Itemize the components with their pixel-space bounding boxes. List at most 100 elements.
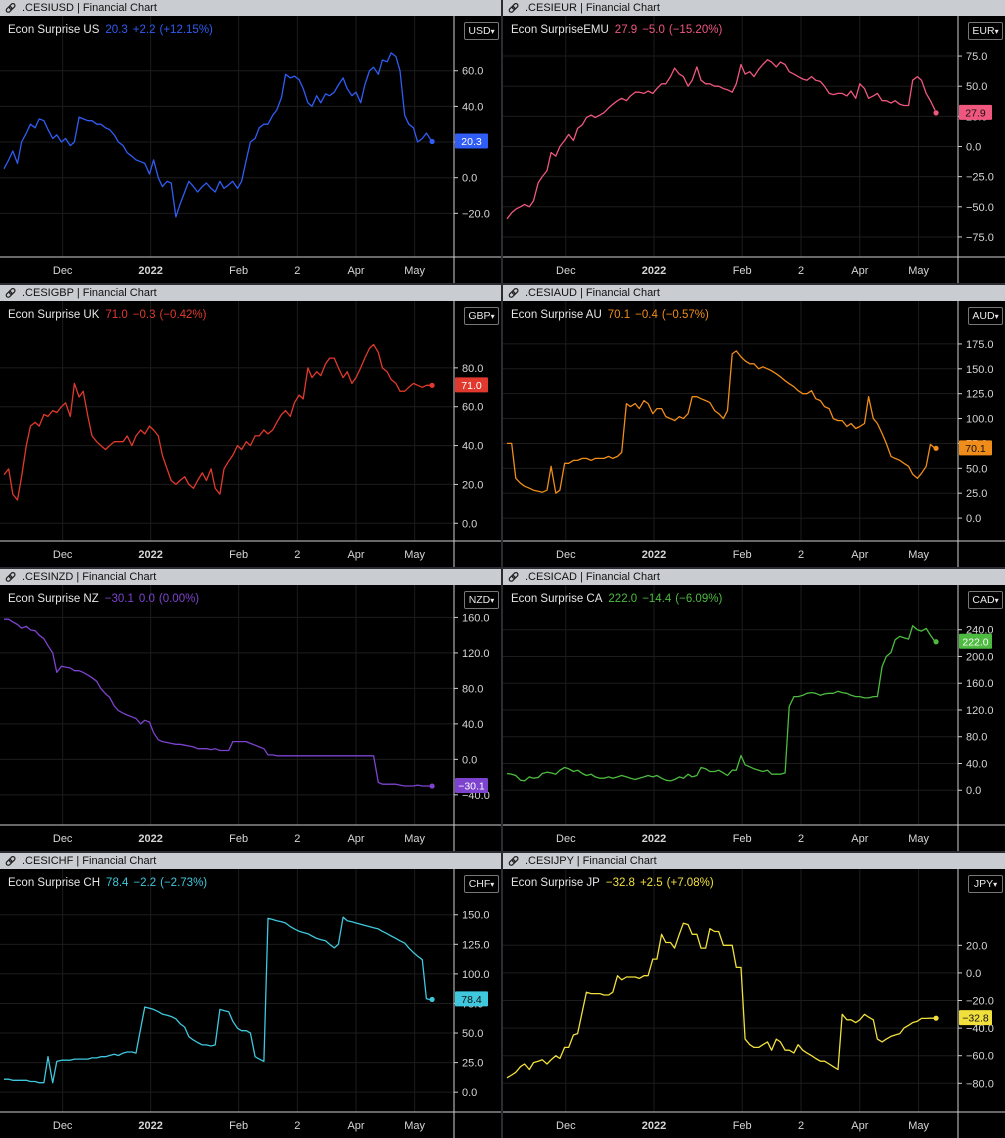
data-point bbox=[378, 74, 379, 75]
x-tick-label: 2022 bbox=[642, 549, 666, 561]
data-point bbox=[175, 216, 176, 217]
link-icon[interactable]: 🔗 bbox=[508, 572, 520, 582]
panel-titlebar[interactable]: 🔗 .CESIUSD | Financial Chart bbox=[0, 0, 501, 16]
panel-titlebar[interactable]: 🔗 .CESIAUD | Financial Chart bbox=[503, 285, 1005, 301]
last-value-tag: −30.1 bbox=[455, 778, 488, 794]
data-point bbox=[745, 74, 746, 75]
link-icon[interactable]: 🔗 bbox=[508, 856, 520, 866]
data-point bbox=[679, 776, 680, 777]
series-legend[interactable]: Econ Surprise NZ −30.1 0.0 (0.00%) bbox=[8, 593, 199, 605]
data-point bbox=[193, 488, 194, 489]
data-point bbox=[798, 1044, 799, 1045]
data-point bbox=[118, 141, 119, 142]
y-tick-label: 240.0 bbox=[966, 625, 994, 637]
link-icon[interactable]: 🔗 bbox=[5, 856, 17, 866]
data-point bbox=[30, 124, 31, 125]
currency-select[interactable]: AUD▾ bbox=[968, 307, 1003, 325]
chart-panel-jpy: 🔗 .CESIJPY | Financial Chart −80.0 −60.0 −40… bbox=[503, 853, 1005, 1138]
data-point bbox=[776, 1039, 777, 1040]
data-point bbox=[621, 979, 622, 980]
data-point bbox=[753, 76, 754, 77]
data-point bbox=[188, 1036, 189, 1037]
data-point bbox=[850, 1019, 851, 1020]
data-point bbox=[3, 619, 4, 620]
data-point bbox=[568, 463, 569, 464]
data-point bbox=[877, 423, 878, 424]
link-icon[interactable]: 🔗 bbox=[508, 288, 520, 298]
data-point bbox=[70, 667, 71, 668]
currency-select[interactable]: CAD▾ bbox=[968, 591, 1003, 609]
series-legend[interactable]: Econ Surprise AU 70.1 −0.4 (−0.57%) bbox=[511, 309, 709, 321]
currency-select[interactable]: GBP▾ bbox=[464, 307, 499, 325]
panel-titlebar[interactable]: 🔗 .CESIEUR | Financial Chart bbox=[503, 0, 1005, 16]
data-point bbox=[621, 98, 622, 99]
series-legend[interactable]: Econ Surprise US 20.3 +2.2 (+12.15%) bbox=[8, 24, 213, 36]
link-icon[interactable]: 🔗 bbox=[508, 3, 520, 13]
panel-titlebar[interactable]: 🔗 .CESICHF | Financial Chart bbox=[0, 853, 501, 869]
last-value-tag: 71.0 bbox=[455, 377, 488, 393]
data-point bbox=[603, 778, 604, 779]
data-point bbox=[83, 672, 84, 673]
currency-select[interactable]: USD▾ bbox=[464, 22, 499, 40]
data-point bbox=[762, 771, 763, 772]
link-icon[interactable]: 🔗 bbox=[5, 288, 17, 298]
panel-titlebar[interactable]: 🔗 .CESIGBP | Financial Chart bbox=[0, 285, 501, 301]
data-point bbox=[355, 755, 356, 756]
panel-titlebar[interactable]: 🔗 .CESICAD | Financial Chart bbox=[503, 569, 1005, 585]
chart-panel-aud: 🔗.CESIAUD | Financial Chart0.025.050.075… bbox=[503, 285, 1005, 567]
data-point bbox=[334, 92, 335, 93]
data-point bbox=[577, 460, 578, 461]
series-legend[interactable]: Econ Surprise CH 78.4 −2.2 (−2.73%) bbox=[8, 877, 207, 889]
data-point bbox=[43, 120, 44, 121]
data-point bbox=[908, 1025, 909, 1026]
data-point bbox=[577, 1033, 578, 1034]
currency-select[interactable]: EUR▾ bbox=[968, 22, 1003, 40]
panel-titlebar[interactable]: 🔗 .CESIJPY | Financial Chart bbox=[503, 853, 1005, 869]
data-point bbox=[903, 105, 904, 106]
data-point bbox=[683, 418, 684, 419]
currency-select[interactable]: JPY▾ bbox=[968, 875, 1003, 893]
data-point bbox=[8, 468, 9, 469]
link-icon[interactable]: 🔗 bbox=[5, 3, 17, 13]
panel-titlebar[interactable]: 🔗 .CESINZD | Financial Chart bbox=[0, 569, 501, 585]
link-icon[interactable]: 🔗 bbox=[5, 572, 17, 582]
x-tick-label: Dec bbox=[556, 265, 576, 277]
y-tick-label: 75.0 bbox=[966, 51, 987, 63]
series-change: −0.4 bbox=[635, 309, 658, 321]
series-legend[interactable]: Econ SurpriseEMU 27.9 −5.0 (−15.20%) bbox=[511, 24, 722, 36]
data-point bbox=[259, 1059, 260, 1060]
data-point bbox=[422, 387, 423, 388]
data-point bbox=[351, 755, 352, 756]
data-point bbox=[179, 744, 180, 745]
data-point bbox=[343, 77, 344, 78]
series-legend[interactable]: Econ Surprise UK 71.0 −0.3 (−0.42%) bbox=[8, 309, 206, 321]
data-point bbox=[316, 938, 317, 939]
series-change-pct: (−15.20%) bbox=[668, 24, 723, 36]
data-point bbox=[912, 1022, 913, 1023]
currency-select[interactable]: CHF▾ bbox=[464, 875, 499, 893]
series-legend[interactable]: Econ Surprise CA 222.0 −14.4 (−6.09%) bbox=[511, 593, 722, 605]
data-point bbox=[267, 124, 268, 125]
data-point bbox=[555, 774, 556, 775]
series-legend[interactable]: Econ Surprise JP −32.8 +2.5 (+7.08%) bbox=[511, 877, 714, 889]
data-point bbox=[408, 947, 409, 948]
data-point bbox=[679, 934, 680, 935]
data-point bbox=[91, 677, 92, 678]
data-point bbox=[351, 95, 352, 96]
series-change: −5.0 bbox=[642, 24, 665, 36]
data-point bbox=[426, 385, 427, 386]
data-point bbox=[829, 1063, 830, 1064]
data-point bbox=[591, 460, 592, 461]
data-point bbox=[373, 755, 374, 756]
data-point bbox=[105, 127, 106, 128]
data-point bbox=[670, 942, 671, 943]
x-tick-label: Dec bbox=[53, 549, 73, 561]
data-point bbox=[736, 770, 737, 771]
y-tick-label: 80.0 bbox=[462, 683, 483, 695]
currency-select[interactable]: NZD▾ bbox=[464, 591, 499, 609]
data-point bbox=[307, 933, 308, 934]
data-point bbox=[320, 755, 321, 756]
data-point bbox=[630, 95, 631, 96]
data-point bbox=[612, 778, 613, 779]
data-point bbox=[184, 745, 185, 746]
